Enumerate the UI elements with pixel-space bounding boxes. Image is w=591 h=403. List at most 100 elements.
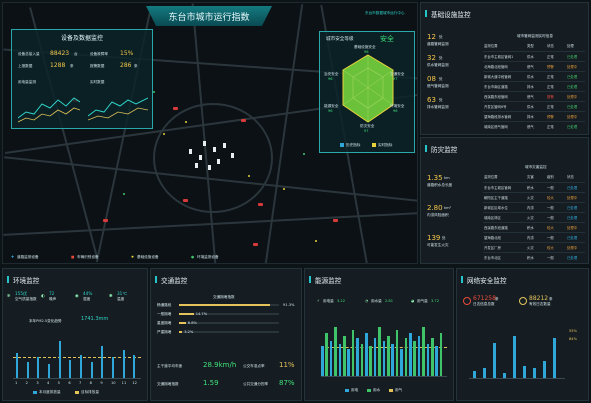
table-row[interactable]: 新城大道中段管网 供水 正常 已处理 <box>483 71 585 80</box>
table-row[interactable]: 新城区区域水位 内涝 一般 已处理 <box>483 202 585 211</box>
pm-bar <box>69 359 72 378</box>
legend-label: 用气 <box>395 388 403 392</box>
stat-value: 2.80 <box>427 204 443 212</box>
table-row[interactable]: 城南区林区 火灾 一般 已处理 <box>483 212 585 221</box>
infra-device-icon: ✸ <box>131 255 135 259</box>
energy-bar <box>334 327 337 376</box>
energy-bar <box>343 335 346 376</box>
legend-swatch <box>33 391 37 394</box>
stat-label: 主干道平均车速 <box>157 364 183 368</box>
pm-bar <box>48 364 50 378</box>
infra-panel: 基础设施监控 12 处 道路管网监测 32 处 供水管网监测 08 处 燃气管网… <box>420 2 589 135</box>
log-bar <box>543 360 546 378</box>
energy-bar <box>325 332 328 376</box>
table-row[interactable]: 西溪路东段管网 燃气 报警 处理中 <box>483 91 585 100</box>
congestion-pct: 3.2% <box>184 330 194 334</box>
congestion-label: 畅通路段 <box>157 303 172 307</box>
radar-axis-score: 96 <box>328 109 333 113</box>
log-bar <box>503 373 506 378</box>
realtime-line-chart <box>88 97 148 121</box>
stat-label: 可能发生火灾 <box>427 243 449 247</box>
congestion-track <box>179 313 279 315</box>
stat-value: 155优 <box>15 291 28 296</box>
stat-value: 72 <box>49 291 55 296</box>
pm-bar <box>26 361 29 378</box>
traffic-panel: 交通监控 交通拥堵指数 畅通路段 91.3% 一般拥堵 14.7% 重度拥堵 6.8% 严重… <box>150 268 302 401</box>
radar-axis-score: 96 <box>328 77 333 81</box>
map-legend-item[interactable]: 环境监测设备 <box>197 255 219 259</box>
side-value: 55% <box>569 329 577 333</box>
stat-value: 12 <box>427 33 436 41</box>
stat-unit: km <box>444 176 450 180</box>
stat-value: 1.59 <box>203 379 219 387</box>
stat-label: 温度 <box>117 297 125 301</box>
energy-bar <box>347 349 350 376</box>
log-bar <box>483 368 486 378</box>
stat-label: 交通拥堵指数 <box>157 382 179 386</box>
net-panel: 网络安全监控 671258 条 日志信息总数 88212 条 有效日志数量 55… <box>456 268 589 401</box>
stat-value: 88423 <box>50 50 70 57</box>
energy-bar <box>391 343 394 376</box>
table-row[interactable]: 东台市北区 积水 一般 已处理 <box>483 252 585 261</box>
energy-bar <box>413 340 416 376</box>
gas-icon: ◕ <box>411 299 415 303</box>
stat-value: 1288 <box>50 62 66 69</box>
stat-label: 噪声 <box>49 297 57 301</box>
radar-axis-label: 基础设施安全 <box>354 45 376 49</box>
x-tick: 10 <box>111 381 116 385</box>
stat-value: 1.35 <box>427 174 443 182</box>
table-row[interactable]: 西溪路东段道路 积水 较大 处理中 <box>483 222 585 231</box>
congestion-track <box>179 322 279 324</box>
table-row[interactable]: 北海路北段管网 燃气 预警 处理中 <box>483 61 585 70</box>
pm-bar <box>80 355 82 378</box>
table-row[interactable]: 东台市主城区管网1 供水 正常 已处理 <box>483 51 585 60</box>
stat-value: 87% <box>279 379 295 387</box>
congestion-bar <box>179 304 271 306</box>
table-row[interactable]: 东台市主城区管网 积水 一般 已处理 <box>483 182 585 191</box>
legend-swatch <box>345 389 349 392</box>
stat-label: 用水量 <box>371 299 382 303</box>
table-row[interactable]: 开发区管网6号 供水 正常 已处理 <box>483 101 585 110</box>
energy-bar <box>404 338 408 376</box>
safety-radar <box>342 54 394 123</box>
log-bar <box>553 338 556 378</box>
stat-unit: 处 <box>439 98 443 102</box>
log-bar <box>513 335 516 378</box>
radar-axis-label: 治安安全 <box>324 72 339 76</box>
chart-title: 本年PM2.5变化趋势 <box>29 319 62 323</box>
map-legend-item[interactable]: 车辆识别设备 <box>77 255 99 259</box>
energy-bar <box>435 346 438 376</box>
congestion-bar <box>179 331 183 333</box>
stat-label: 空气质量指数 <box>15 297 37 301</box>
table-row[interactable]: 开发区厂房 火灾 较大 处理中 <box>483 242 585 251</box>
disaster-title: 防灾监控 <box>424 145 458 154</box>
humidity-icon: ◉ <box>75 293 79 298</box>
table-row[interactable]: 城南区燃气管网 燃气 正常 已处理 <box>483 121 585 130</box>
radar-axis-score: 96 <box>393 109 398 113</box>
energy-bar <box>360 343 364 376</box>
table-row[interactable]: 朝阳区主干道路 火灾 较大 处理中 <box>483 192 585 201</box>
energy-bar <box>382 340 386 376</box>
stat-label: 供水管网监测 <box>427 63 449 67</box>
energy-title: 能源监控 <box>308 276 342 285</box>
map-legend-item[interactable]: 道路监测设备 <box>17 255 39 259</box>
table-row[interactable]: 望海路北段 内涝 一般 已处理 <box>483 232 585 241</box>
table-row[interactable]: 东台市南区道路 排水 正常 已处理 <box>483 81 585 90</box>
congestion-label: 重度拥堵 <box>157 321 172 325</box>
legend-swatch <box>389 389 393 392</box>
stat-value: 671258 <box>473 295 496 302</box>
congestion-pct: 91.3% <box>283 303 295 307</box>
net-title: 网络安全监控 <box>461 276 507 285</box>
chart-title: 用电量监测 <box>18 80 36 84</box>
table-row[interactable]: 望海路段排水管网 排水 预警 处理中 <box>483 111 585 120</box>
device-monitor-title: 设备及数据监控 <box>60 35 103 42</box>
air-icon: ✻ <box>7 293 11 298</box>
map-legend-item[interactable]: 基础设施设备 <box>137 255 159 259</box>
energy-bar <box>422 327 425 376</box>
road-device-icon: ✚ <box>11 255 15 259</box>
legend-swatch <box>372 143 376 147</box>
stat-value: 2.81 <box>385 299 394 303</box>
x-tick: 4 <box>47 381 50 385</box>
legend-label: 目标排放量 <box>81 390 99 394</box>
city-map[interactable]: 东台市城市运行指数 东台市数据城市运行中心 设备及数据监控 设备总接入量 884… <box>2 2 418 264</box>
